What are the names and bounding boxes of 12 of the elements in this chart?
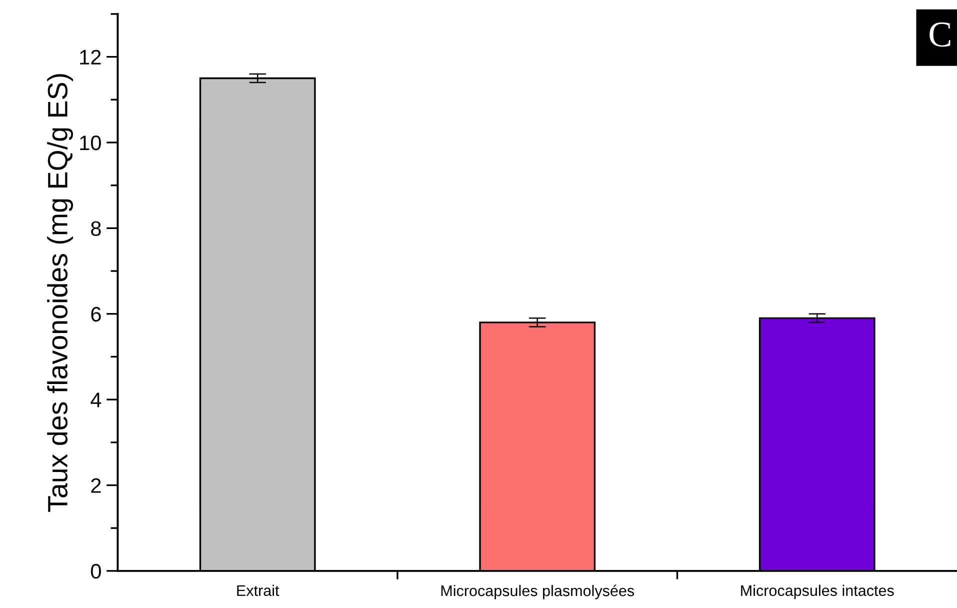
y-tick-label: 2	[91, 478, 101, 493]
y-tick-label: 12	[80, 50, 101, 64]
x-tick-label: Microcapsules plasmolysées	[441, 584, 634, 600]
x-tick-label: Microcapsules intactes	[741, 584, 894, 600]
y-tick-label: 8	[91, 221, 101, 236]
y-tick-label: 0	[90, 564, 101, 579]
y-axis-title: Taux des flavonoides (mg EQ/g ES)	[47, 74, 74, 512]
y-tick-label: 6	[91, 306, 101, 322]
x-tick-label: Extrait	[237, 584, 280, 596]
y-tick-label: 10	[80, 136, 101, 150]
y-tick-label: 4	[90, 392, 102, 408]
annotation: C	[930, 22, 950, 47]
